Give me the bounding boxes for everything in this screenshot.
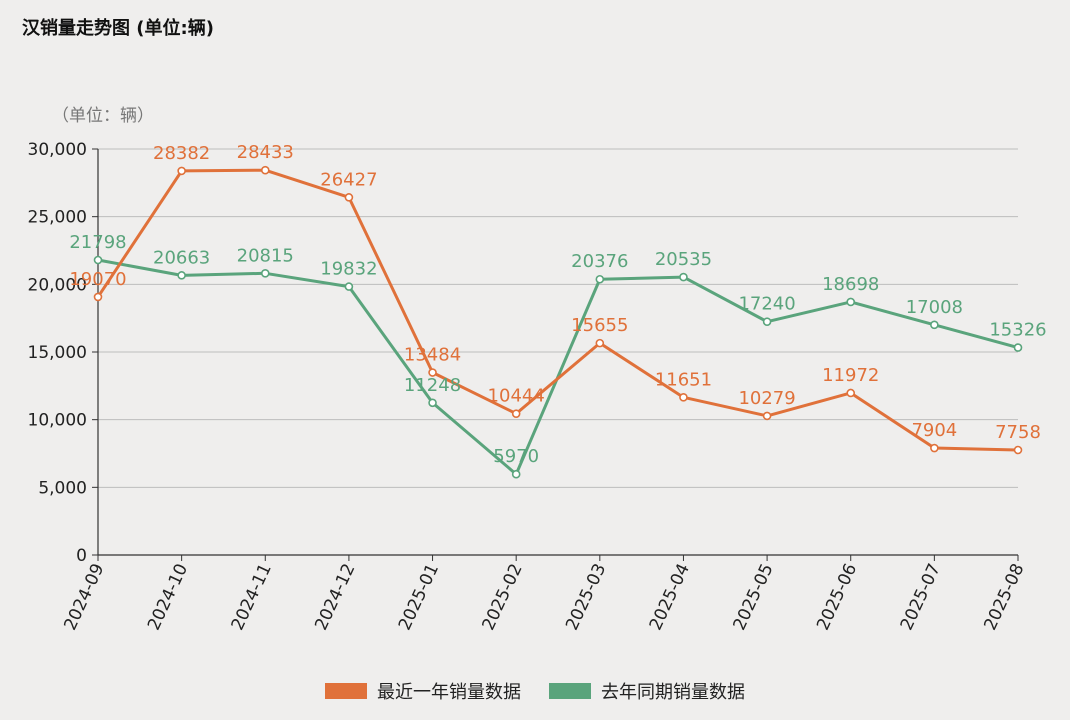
data-label-0: 7758 (995, 422, 1041, 443)
data-point-1[interactable] (511, 469, 521, 479)
data-point-1[interactable] (260, 269, 270, 278)
data-label-1: 11248 (404, 375, 461, 396)
x-tick-label: 2025-02 (479, 561, 527, 634)
x-tick-label: 2025-07 (897, 561, 945, 634)
data-label-1: 17240 (738, 294, 795, 315)
data-label-1: 5970 (493, 446, 539, 467)
x-tick-label: 2024-10 (144, 561, 192, 634)
x-tick-label: 2024-11 (228, 561, 276, 634)
data-label-0: 28433 (237, 142, 294, 163)
data-point-1[interactable] (595, 274, 605, 284)
data-point-0[interactable] (177, 166, 186, 176)
x-tick-label: 2025-06 (813, 561, 861, 634)
x-tick-label: 2025-05 (729, 561, 777, 634)
legend-item-recent[interactable]: 最近一年销量数据 (325, 678, 521, 704)
data-label-0: 10444 (488, 386, 545, 407)
series-line-0 (96, 168, 1019, 452)
chart-legend: 最近一年销量数据 去年同期销量数据 (0, 678, 1070, 704)
data-label-1: 15326 (989, 320, 1046, 341)
y-axis-unit-label: （单位：辆） (52, 106, 154, 126)
data-label-0: 10279 (738, 388, 795, 409)
data-point-0[interactable] (846, 388, 856, 398)
data-label-0: 15655 (571, 315, 628, 336)
data-point-0[interactable] (260, 165, 270, 175)
data-label-0: 11651 (655, 369, 712, 390)
data-point-1[interactable] (428, 398, 437, 408)
line-chart: （单位：辆） 0 5,000 10,000 15,000 20,000 25,000 30,0… (28, 106, 1047, 634)
data-label-0: 26427 (320, 169, 377, 190)
data-point-0[interactable] (595, 338, 605, 348)
x-tick-label: 2025-01 (395, 561, 443, 634)
y-tick-label: 25,000 (28, 208, 87, 228)
data-label-1: 20815 (237, 245, 294, 266)
y-tick-label: 0 (76, 546, 87, 566)
data-point-1[interactable] (930, 320, 939, 330)
x-tick-label: 2024-12 (311, 561, 359, 634)
data-point-0[interactable] (762, 411, 772, 421)
data-point-0[interactable] (930, 443, 939, 453)
data-label-1: 18698 (822, 274, 879, 295)
x-tick-label: 2024-09 (60, 561, 108, 634)
data-label-1: 20535 (655, 249, 712, 270)
chart-title: 汉销量走势图 (单位:辆) (22, 18, 214, 39)
legend-item-last-year[interactable]: 去年同期销量数据 (549, 678, 745, 704)
data-point-1[interactable] (93, 255, 103, 265)
data-point-0[interactable] (428, 368, 437, 377)
data-label-1: 17008 (906, 297, 963, 318)
data-point-0[interactable] (511, 409, 521, 418)
legend-label-recent: 最近一年销量数据 (377, 682, 521, 703)
series-line-1 (97, 258, 1019, 476)
data-label-0: 7904 (911, 420, 957, 441)
data-point-0[interactable] (679, 393, 688, 402)
data-label-0: 28382 (153, 143, 210, 164)
data-point-0[interactable] (1013, 445, 1023, 455)
y-tick-label: 20,000 (28, 275, 87, 295)
data-point-1[interactable] (679, 272, 688, 282)
data-label-0: 13484 (404, 345, 461, 366)
data-point-1[interactable] (1013, 343, 1023, 352)
y-tick-label: 15,000 (28, 343, 87, 363)
legend-label-last-year: 去年同期销量数据 (601, 682, 745, 703)
legend-swatch-recent (325, 683, 367, 699)
x-tick-label: 2025-08 (980, 561, 1028, 634)
data-label-1: 20376 (571, 251, 628, 272)
data-point-1[interactable] (344, 282, 354, 291)
data-point-1[interactable] (177, 271, 186, 280)
data-label-1: 20663 (153, 247, 210, 268)
data-point-1[interactable] (846, 297, 856, 307)
data-label-0: 11972 (822, 365, 879, 386)
data-point-0[interactable] (344, 193, 354, 202)
y-tick-label: 30,000 (28, 140, 87, 160)
legend-swatch-last-year (549, 683, 591, 699)
data-point-1[interactable] (762, 317, 772, 326)
data-label-1: 19832 (320, 259, 377, 280)
x-tick-label: 2025-04 (646, 561, 694, 634)
data-label-1: 21798 (69, 232, 126, 253)
data-point-0[interactable] (93, 292, 103, 302)
y-tick-label: 5,000 (38, 478, 87, 498)
y-tick-label: 10,000 (28, 411, 87, 431)
data-label-0: 19070 (69, 269, 126, 290)
x-tick-label: 2025-03 (562, 561, 610, 634)
